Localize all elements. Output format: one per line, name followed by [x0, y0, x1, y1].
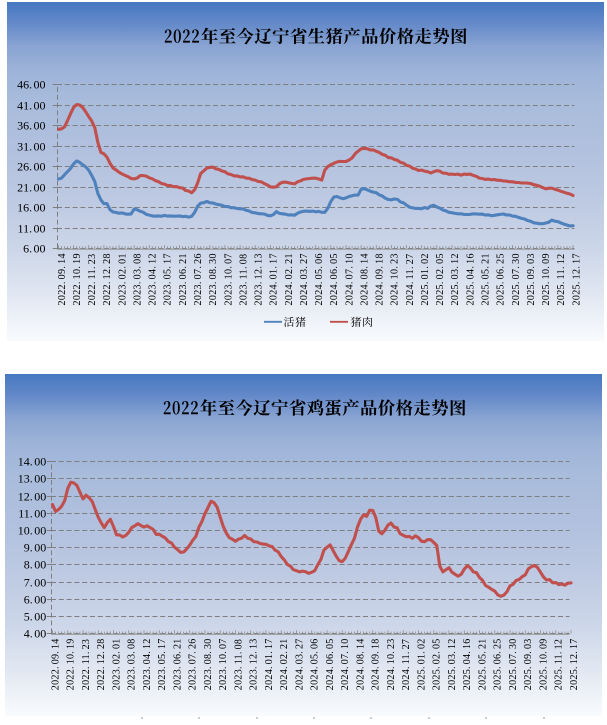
svg-text:2022.11.23: 2022.11.23: [87, 254, 98, 306]
svg-text:16.00: 16.00: [17, 201, 45, 215]
svg-text:2022.09.14: 2022.09.14: [50, 638, 61, 690]
svg-text:12.00: 12.00: [18, 490, 46, 504]
svg-text:2025.12.17: 2025.12.17: [571, 253, 582, 305]
svg-text:2022.10.19: 2022.10.19: [66, 638, 77, 690]
svg-text:2025.03.12: 2025.03.12: [447, 638, 458, 690]
svg-text:2023.02.01: 2023.02.01: [111, 638, 122, 690]
svg-text:2023.08.30: 2023.08.30: [203, 638, 214, 690]
svg-text:2024.05.06: 2024.05.06: [314, 253, 325, 305]
svg-text:2023.11.08: 2023.11.08: [238, 254, 249, 306]
svg-text:2023.06.21: 2023.06.21: [178, 253, 189, 305]
svg-text:2023.05.17: 2023.05.17: [157, 638, 168, 690]
svg-text:13.00: 13.00: [18, 472, 46, 486]
svg-text:2025.04.16: 2025.04.16: [465, 253, 476, 305]
svg-text:2024.05.06: 2024.05.06: [310, 638, 321, 690]
svg-text:2024.02.21: 2024.02.21: [279, 638, 290, 690]
svg-text:2023.02.01: 2023.02.01: [117, 253, 128, 305]
svg-text:2024.10.23: 2024.10.23: [390, 253, 401, 305]
svg-text:2022.12.28: 2022.12.28: [102, 253, 113, 305]
svg-text:2023.04.12: 2023.04.12: [148, 253, 159, 305]
svg-text:4.00: 4.00: [24, 627, 46, 641]
svg-text:2024.08.14: 2024.08.14: [359, 253, 370, 305]
svg-text:2022.11.23: 2022.11.23: [81, 639, 92, 690]
svg-text:31.00: 31.00: [17, 140, 45, 154]
svg-text:2024.08.14: 2024.08.14: [355, 638, 366, 690]
svg-text:8.00: 8.00: [24, 558, 46, 572]
svg-text:2023.06.21: 2023.06.21: [172, 638, 183, 690]
svg-text:2023.12.13: 2023.12.13: [254, 253, 265, 305]
svg-text:2024.11.27: 2024.11.27: [405, 254, 416, 306]
svg-text:26.00: 26.00: [17, 160, 45, 174]
svg-text:2024.07.10: 2024.07.10: [340, 638, 351, 690]
svg-text:6.00: 6.00: [23, 242, 45, 256]
svg-text:2025.11.12: 2025.11.12: [556, 254, 567, 306]
svg-text:2023.08.30: 2023.08.30: [208, 253, 219, 305]
svg-text:41.00: 41.00: [17, 99, 45, 113]
svg-text:2023.12.13: 2023.12.13: [249, 638, 260, 690]
svg-text:2025.02.05: 2025.02.05: [432, 638, 443, 690]
svg-text:2022.10.19: 2022.10.19: [72, 253, 83, 305]
svg-text:2025.12.17: 2025.12.17: [569, 638, 580, 690]
svg-text:2025.10.09: 2025.10.09: [541, 253, 552, 305]
svg-text:2024.10.23: 2024.10.23: [386, 638, 397, 690]
svg-text:2024.02.21: 2024.02.21: [284, 253, 295, 305]
svg-text:2023.07.26: 2023.07.26: [193, 253, 204, 305]
svg-text:2025.01.02: 2025.01.02: [420, 253, 431, 305]
svg-text:2025.07.30: 2025.07.30: [508, 638, 519, 690]
svg-text:2024.01.17: 2024.01.17: [264, 638, 275, 690]
svg-text:2024.09.18: 2024.09.18: [371, 638, 382, 690]
svg-text:14.00: 14.00: [18, 455, 46, 469]
svg-text:2023.03.08: 2023.03.08: [132, 253, 143, 305]
svg-text:2024.03.27: 2024.03.27: [299, 253, 310, 305]
svg-text:2022.09.14: 2022.09.14: [57, 253, 68, 305]
svg-text:6.00: 6.00: [24, 593, 46, 607]
svg-text:2025.05.21: 2025.05.21: [477, 638, 488, 690]
svg-text:2025.06.25: 2025.06.25: [493, 638, 504, 690]
svg-text:11.00: 11.00: [18, 222, 46, 236]
svg-text:2024.03.27: 2024.03.27: [294, 638, 305, 690]
svg-text:2025.07.30: 2025.07.30: [511, 253, 522, 305]
svg-text:2023.03.08: 2023.03.08: [127, 638, 138, 690]
svg-text:2023.07.26: 2023.07.26: [188, 638, 199, 690]
svg-text:36.00: 36.00: [17, 119, 45, 133]
svg-text:2023.04.12: 2023.04.12: [142, 638, 153, 690]
svg-text:5.00: 5.00: [24, 610, 46, 624]
svg-text:2025.04.16: 2025.04.16: [462, 638, 473, 690]
svg-text:7.00: 7.00: [24, 576, 46, 590]
svg-text:2024.07.10: 2024.07.10: [344, 253, 355, 305]
svg-text:2023.10.07: 2023.10.07: [218, 638, 229, 690]
svg-text:2022.12.28: 2022.12.28: [96, 638, 107, 690]
svg-text:2025.03.12: 2025.03.12: [450, 253, 461, 305]
svg-text:2025.05.21: 2025.05.21: [481, 253, 492, 305]
svg-text:2025.02.05: 2025.02.05: [435, 253, 446, 305]
svg-text:9.00: 9.00: [24, 541, 46, 555]
svg-text:2023.05.17: 2023.05.17: [163, 253, 174, 305]
svg-text:10.00: 10.00: [18, 524, 46, 538]
svg-text:46.00: 46.00: [17, 78, 45, 92]
svg-text:2023.10.07: 2023.10.07: [223, 253, 234, 305]
svg-text:2023.11.08: 2023.11.08: [233, 639, 244, 690]
svg-text:2024.11.27: 2024.11.27: [401, 639, 412, 690]
svg-text:2025.09.03: 2025.09.03: [526, 253, 537, 305]
svg-text:2024.09.18: 2024.09.18: [375, 253, 386, 305]
svg-text:2025.01.02: 2025.01.02: [416, 638, 427, 690]
svg-text:2025.11.12: 2025.11.12: [554, 639, 565, 690]
svg-text:11.00: 11.00: [18, 507, 46, 521]
svg-text:21.00: 21.00: [17, 181, 45, 195]
svg-text:2024.01.17: 2024.01.17: [269, 253, 280, 305]
svg-text:2025.06.25: 2025.06.25: [496, 253, 507, 305]
svg-text:2025.09.03: 2025.09.03: [523, 638, 534, 690]
svg-text:2024.06.05: 2024.06.05: [329, 253, 340, 305]
svg-text:2025.10.09: 2025.10.09: [538, 638, 549, 690]
svg-text:2024.06.05: 2024.06.05: [325, 638, 336, 690]
